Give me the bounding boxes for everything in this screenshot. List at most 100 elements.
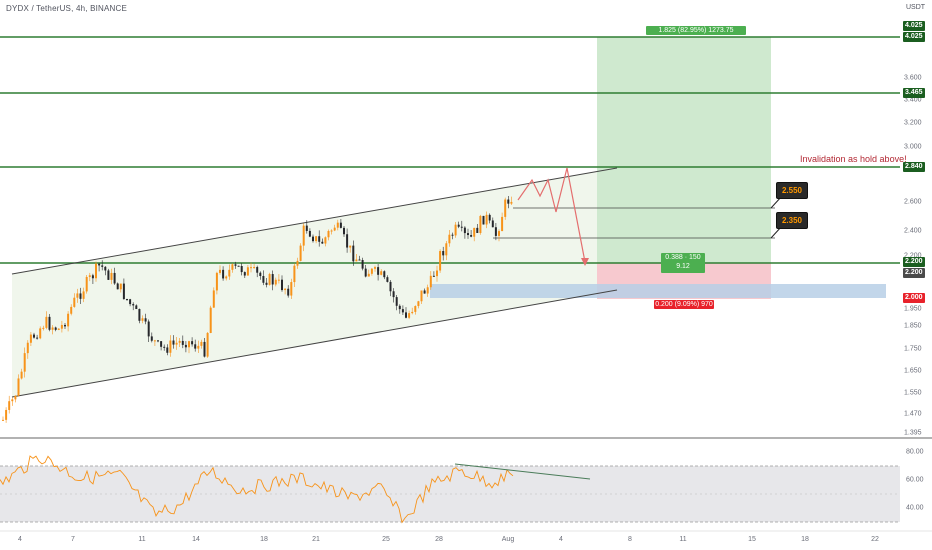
- time-tick: Aug: [501, 536, 515, 543]
- candle-body: [290, 282, 293, 296]
- entry-label[interactable]: 0.388 · 150 9.12: [661, 253, 705, 273]
- candle-body: [64, 324, 66, 327]
- candle-body: [318, 236, 321, 242]
- candle-body: [42, 327, 45, 329]
- candle-body: [82, 291, 85, 299]
- candle-body: [401, 309, 404, 313]
- candle-body: [57, 328, 60, 330]
- candle-body: [259, 272, 262, 277]
- candle-body: [271, 274, 274, 285]
- price-tag-4025: 4.025: [903, 32, 925, 42]
- price-tick: 1.550: [904, 389, 922, 397]
- candle-body: [423, 290, 426, 294]
- candle-body: [460, 226, 463, 228]
- candle-body: [395, 297, 398, 306]
- candle-body: [73, 297, 76, 307]
- candle-body: [36, 337, 39, 339]
- price-tick: 3.200: [904, 119, 922, 127]
- candle-body: [367, 273, 370, 277]
- candle-body: [157, 340, 159, 342]
- candle-body: [54, 327, 57, 330]
- time-tick: 15: [748, 536, 756, 543]
- target-zone: [597, 37, 771, 263]
- candle-body: [101, 265, 104, 267]
- candle-body: [377, 267, 380, 275]
- candle-body: [321, 241, 324, 244]
- candle-body: [448, 234, 451, 244]
- candle-body: [147, 321, 150, 337]
- candle-body: [110, 272, 113, 280]
- candle-body: [432, 275, 435, 277]
- candle-body: [349, 245, 352, 248]
- invalidation-note[interactable]: Invalidation as hold above!: [800, 154, 907, 164]
- candle-body: [333, 227, 336, 231]
- time-tick: 14: [192, 536, 200, 543]
- candle-body: [439, 251, 442, 271]
- candle-body: [234, 264, 237, 266]
- rsi-tick: 40.00: [906, 504, 924, 512]
- time-tick: 4: [559, 536, 563, 543]
- candle-body: [209, 307, 212, 333]
- candle-body: [445, 243, 448, 256]
- rsi-divergence-line[interactable]: [454, 463, 591, 480]
- candle-body: [88, 275, 91, 277]
- candle-body: [482, 215, 485, 225]
- candle-body: [479, 215, 482, 233]
- callout-2350[interactable]: 2.350: [776, 212, 808, 229]
- candle-body: [163, 346, 166, 348]
- candle-body: [451, 234, 454, 236]
- price-tick: 1.750: [904, 345, 922, 353]
- candle-body: [138, 309, 141, 321]
- candle-body: [405, 312, 407, 318]
- candle-body: [380, 271, 383, 275]
- candle-body: [191, 341, 194, 345]
- channel-top-line[interactable]: [11, 167, 618, 275]
- candle-body: [284, 288, 287, 291]
- time-tick: 28: [435, 536, 443, 543]
- candle-body: [250, 267, 252, 269]
- candle-body: [504, 199, 507, 217]
- candle-body: [417, 301, 420, 307]
- candle-body: [277, 279, 280, 281]
- candle-body: [473, 227, 476, 237]
- callout-2550[interactable]: 2.550: [776, 182, 808, 199]
- candle-body: [414, 306, 417, 312]
- price-tick: 1.650: [904, 367, 922, 375]
- candle-body: [122, 283, 125, 300]
- time-tick: 18: [801, 536, 809, 543]
- candle-body: [203, 341, 206, 357]
- stop-label[interactable]: 0.200 (9.09%) 970: [654, 300, 714, 309]
- price-tick: 3.000: [904, 143, 922, 151]
- channel-bottom-line[interactable]: [11, 289, 618, 398]
- candle-body: [160, 341, 163, 347]
- candle-body: [308, 230, 311, 237]
- currency-unit: USDT: [906, 4, 926, 11]
- candle-body: [293, 265, 296, 283]
- projection-path[interactable]: [517, 167, 586, 263]
- symbol-title: DYDX / TetherUS, 4h, BINANCE: [6, 4, 128, 13]
- price-tag-2200: 2.200: [903, 257, 925, 267]
- price-tag-2000: 2.000: [903, 293, 925, 303]
- candle-body: [346, 234, 349, 248]
- price-tag-4025-top: 4.025: [903, 21, 925, 31]
- price-tick: 1.395: [904, 429, 922, 437]
- candle-body: [408, 313, 411, 318]
- entry-label-line-2: 9.12: [676, 263, 690, 270]
- candle-body: [141, 318, 144, 321]
- candle-body: [361, 260, 364, 269]
- candle-body: [476, 227, 479, 233]
- candle-body: [26, 342, 29, 354]
- support-band: [430, 284, 886, 298]
- candle-body: [33, 334, 35, 338]
- target-label[interactable]: 1.825 (82.95%) 1273.75: [646, 26, 746, 35]
- rsi-tick: 60.00: [906, 476, 924, 484]
- candle-body: [215, 272, 218, 291]
- candle-body: [51, 327, 54, 330]
- candle-body: [299, 245, 302, 261]
- candle-body: [29, 334, 32, 343]
- candle-body: [256, 267, 259, 273]
- candle-body: [95, 263, 97, 279]
- candle-body: [67, 313, 70, 327]
- candle-body: [39, 328, 42, 339]
